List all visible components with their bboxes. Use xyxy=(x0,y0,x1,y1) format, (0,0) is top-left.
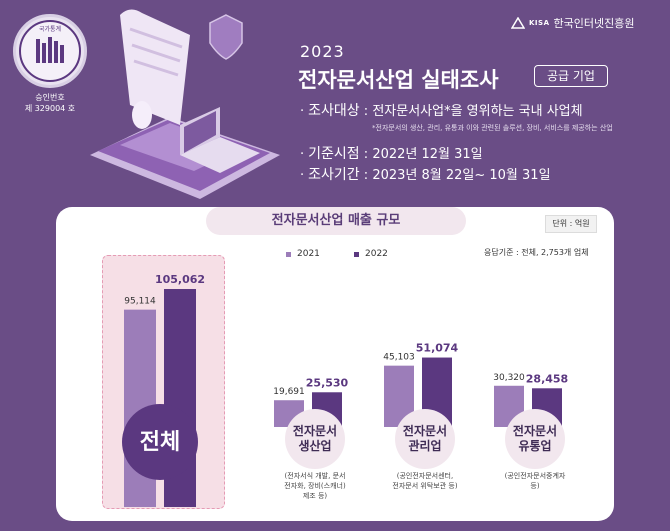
logo-name: 한국인터넷진흥원 xyxy=(553,17,635,30)
logo-abbr: KISA xyxy=(529,19,550,27)
info-row-reference-date: · 기준시점 : 2022년 12월 31일 xyxy=(300,146,483,162)
value-label-distribution-2022: 28,458 xyxy=(526,372,568,385)
value-label-total-2022: 105,062 xyxy=(155,273,205,286)
chart-panel: 전자문서산업 매출 규모 단위 : 억원 응답기준 : 전체, 2,753개 업… xyxy=(56,207,614,521)
info-value-period: 2023년 8월 22일~ 10월 31일 xyxy=(372,168,551,183)
category-badge-distribution: 전자문서 유통업 xyxy=(505,409,565,469)
value-label-distribution-2021: 30,320 xyxy=(493,373,525,383)
category-label-management: 전자문서 xyxy=(402,424,448,438)
value-label-production-2021: 19,691 xyxy=(273,387,305,397)
bullet-icon: · xyxy=(300,147,305,162)
category-label-total: 전체 xyxy=(139,429,181,455)
category-label-distribution: 전자문서 xyxy=(512,424,558,438)
survey-year: 2023 xyxy=(300,42,345,61)
category-description-management: (공인전자문서센터, 전자문서 위탁보관 등) xyxy=(392,472,458,490)
bullet-icon: · xyxy=(300,104,305,119)
category-label-line2-management: 관리업 xyxy=(408,439,442,453)
legend-item-2022: 2022 xyxy=(354,249,388,259)
info-label-target: 조사대상 xyxy=(308,103,360,119)
category-badge-total: 전체 xyxy=(122,404,198,480)
legend-label-2021: 2021 xyxy=(297,249,320,259)
info-row-target: · 조사대상 : 전자문서사업*을 영위하는 국내 사업체 xyxy=(300,103,583,119)
legend-label-2022: 2022 xyxy=(365,249,388,259)
info-label-reference: 기준시점 xyxy=(308,146,360,162)
category-label-line2-distribution: 유통업 xyxy=(518,439,552,453)
seal-approval-number: 제 329004 호 xyxy=(24,104,76,113)
category-badge-management: 전자문서 관리업 xyxy=(395,409,455,469)
kisa-logo-icon xyxy=(511,17,525,29)
category-description-production: (전자서식 개발, 문서 전자화, 장비(스캐너) 제조 등) xyxy=(284,472,346,500)
statistics-badge-icon: 국가통계 xyxy=(13,14,87,88)
value-label-total-2021: 95,114 xyxy=(124,297,156,307)
hero-banner: 국가통계 승인번호 제 329004 호 KISA xyxy=(0,0,670,206)
seal-badge-text: 국가통계 xyxy=(39,25,61,33)
bullet-icon: · xyxy=(300,168,305,183)
category-description-distribution: (공인전자문서중계자 등) xyxy=(504,472,566,490)
value-label-management-2022: 51,074 xyxy=(416,342,459,355)
category-label-line2-production: 생산업 xyxy=(298,439,332,453)
kisa-logo: KISA 한국인터넷진흥원 xyxy=(511,15,634,31)
info-value-reference: 2022년 12월 31일 xyxy=(372,147,483,162)
seal-approval-label: 승인번호 xyxy=(35,93,65,102)
category-label-production: 전자문서 xyxy=(292,424,338,438)
unit-badge: 단위 : 억원 xyxy=(545,215,597,233)
document-illustration-icon xyxy=(90,9,280,199)
target-footnote: *전자문서의 생산, 관리, 유통과 이와 관련된 솔루션, 장비, 서비스를 … xyxy=(372,124,613,132)
chart-title: 전자문서산업 매출 규모 xyxy=(206,207,466,235)
category-badge-production: 전자문서 생산업 xyxy=(285,409,345,469)
legend-swatch-2021 xyxy=(286,251,291,257)
survey-title: 전자문서산업 실태조사 xyxy=(298,68,499,92)
value-label-production-2022: 25,530 xyxy=(306,376,349,389)
legend-swatch-2022 xyxy=(354,251,359,257)
info-label-period: 조사기간 xyxy=(308,167,360,183)
value-label-management-2021: 45,103 xyxy=(383,353,415,363)
info-value-target: 전자문서사업*을 영위하는 국내 사업체 xyxy=(372,104,583,119)
supplier-tag: 공급 기업 xyxy=(534,65,608,87)
response-basis: 응답기준 : 전체, 2,753개 업체 xyxy=(484,248,589,257)
national-statistics-seal: 국가통계 승인번호 제 329004 호 xyxy=(10,14,90,134)
legend-item-2021: 2021 xyxy=(286,249,320,259)
info-row-survey-period: · 조사기간 : 2023년 8월 22일~ 10월 31일 xyxy=(300,167,551,183)
